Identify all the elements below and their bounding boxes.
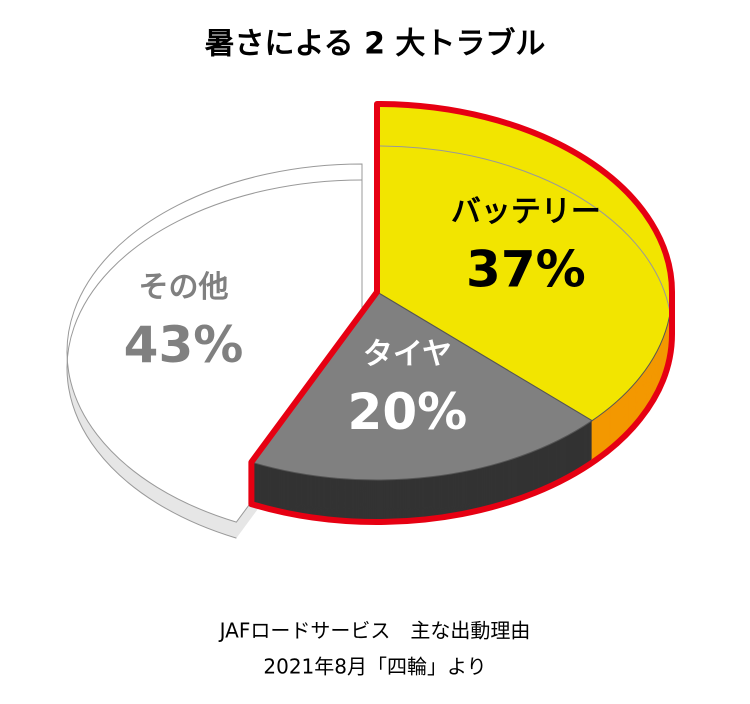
pie: バッテリー 37% タイヤ 20% その他 43%: [66, 101, 675, 539]
chart-title: 暑さによる 2 大トラブル: [205, 27, 546, 62]
value-label: 43%: [124, 316, 244, 374]
note: 2021年8月「四輪」より: [263, 655, 486, 679]
slice-label: バッテリー: [451, 194, 601, 229]
value-label: 37%: [466, 240, 586, 298]
slice: [250, 291, 593, 481]
slice-edge: [66, 179, 363, 539]
slice-label: タイヤ: [363, 337, 452, 372]
highlight-outline: [248, 101, 675, 525]
slice-label: その他: [139, 270, 229, 305]
note: JAFロードサービス 主な出動理由: [218, 619, 531, 643]
value-label: 20%: [348, 383, 468, 441]
